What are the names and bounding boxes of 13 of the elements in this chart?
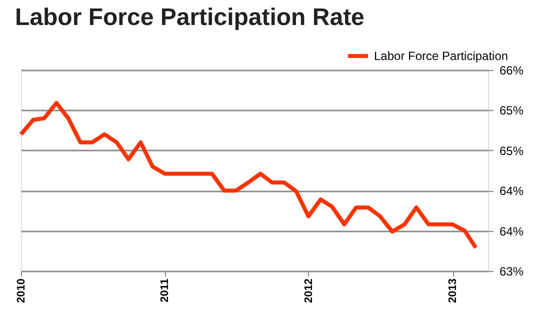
x-tick-label: 2011 (159, 278, 172, 302)
chart-title: Labor Force Participation Rate (15, 4, 364, 31)
x-tick-label: 2010 (16, 278, 28, 303)
y-tick-label: 65% (500, 144, 524, 158)
x-tick-label: 2013 (447, 278, 460, 303)
y-tick-label: 63% (500, 264, 524, 278)
x-tick-label: 2012 (302, 278, 315, 303)
y-tick-label: 64% (500, 224, 524, 238)
legend-label: Labor Force Participation (374, 49, 508, 63)
y-tick-label: 66% (500, 64, 524, 78)
line-series (19, 100, 478, 250)
y-tick-label: 65% (500, 104, 524, 118)
y-tick-label: 64% (500, 184, 524, 198)
